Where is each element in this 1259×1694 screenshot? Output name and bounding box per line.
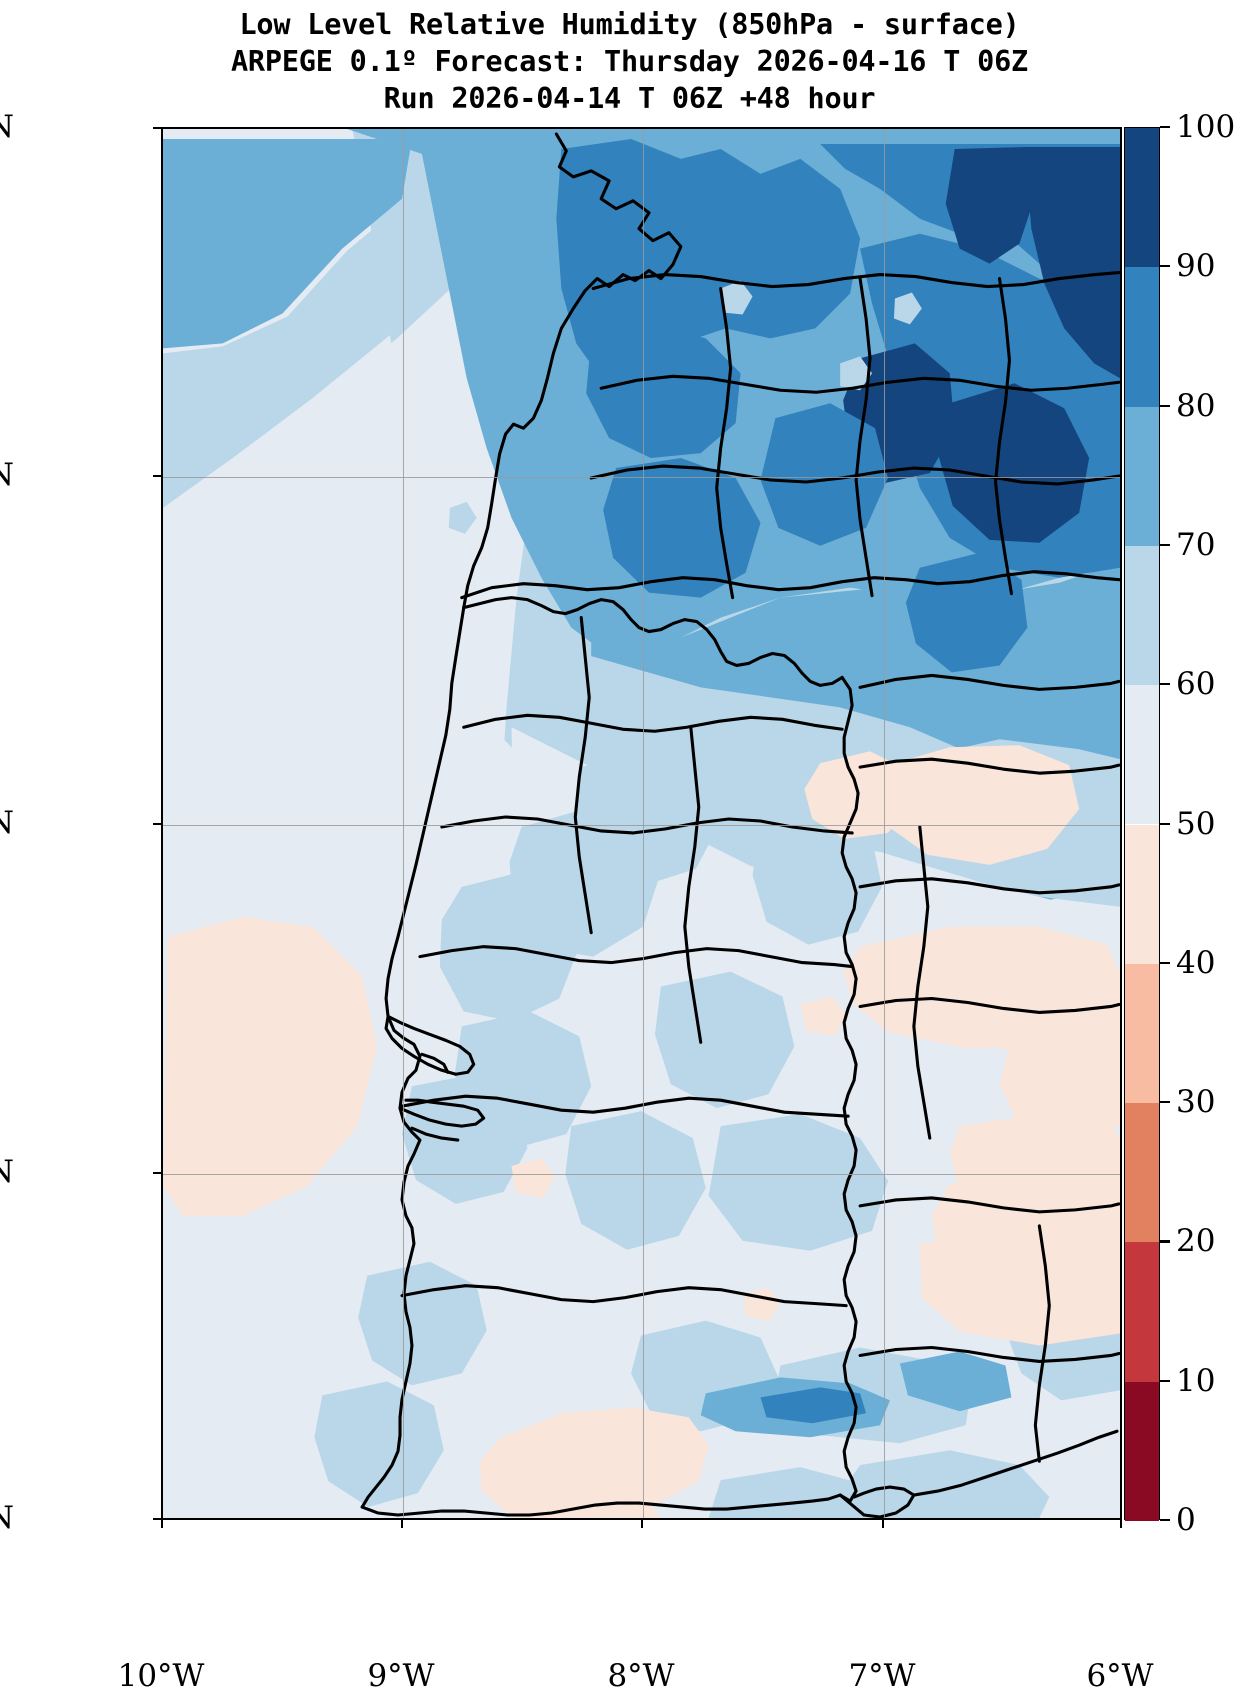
- colorbar-label-60: 60: [1176, 666, 1216, 703]
- gridline-lat-395n: [163, 825, 1120, 827]
- ytick-36-5n: [153, 1518, 161, 1521]
- colorbar-tick-90: [1160, 265, 1170, 268]
- xtick-label-9w: 9°W: [367, 1658, 435, 1694]
- ytick-label-41n: 41°N: [0, 457, 14, 493]
- humidity-colorbar: [1124, 127, 1160, 1521]
- colorbar-label-0: 0: [1176, 1502, 1196, 1538]
- ytick-41n: [153, 475, 161, 478]
- ytick-39-5n: [153, 823, 161, 826]
- ytick-label-39-5n: 39.5°N: [0, 805, 14, 841]
- colorbar-band-80-90: [1125, 267, 1159, 407]
- title-line-1: Low Level Relative Humidity (850hPa - su…: [239, 8, 1020, 41]
- colorbar-label-40: 40: [1176, 944, 1216, 981]
- map-figure: 42.5°N 41°N 39.5°N 38°N 36.5°N 10°W 9°W …: [0, 109, 1154, 1694]
- colorbar-tick-20: [1160, 1240, 1170, 1243]
- colorbar-label-100: 100: [1176, 109, 1236, 145]
- xtick-6w: [1120, 1520, 1123, 1528]
- xtick-label-6w: 6°W: [1086, 1658, 1154, 1694]
- gridline-lon-7w: [884, 129, 886, 1518]
- humidity-contour-field: [163, 129, 1120, 1518]
- ytick-label-42-5n: 42.5°N: [0, 109, 14, 145]
- title-line-3: Run 2026-04-14 T 06Z +48 hour: [383, 82, 876, 115]
- colorbar-band-0-10: [1125, 1381, 1159, 1521]
- ytick-38n: [153, 1172, 161, 1175]
- colorbar-band-10-20: [1125, 1242, 1159, 1382]
- xtick-7w: [882, 1520, 885, 1528]
- colorbar-band-90-100: [1125, 128, 1159, 268]
- colorbar-band-70-80: [1125, 406, 1159, 546]
- colorbar-band-30-40: [1125, 963, 1159, 1104]
- colorbar-label-30: 30: [1176, 1084, 1216, 1121]
- ytick-label-38n: 38°N: [0, 1154, 14, 1190]
- colorbar-label-10: 10: [1176, 1362, 1216, 1399]
- gridline-lon-9w: [403, 129, 405, 1518]
- colorbar-band-40-50: [1125, 824, 1159, 964]
- gridline-lat-41n: [163, 477, 1120, 479]
- colorbar-band-50-60: [1125, 685, 1159, 825]
- colorbar-band-60-70: [1125, 545, 1159, 686]
- xtick-8w: [641, 1520, 644, 1528]
- colorbar-label-20: 20: [1176, 1223, 1216, 1260]
- colorbar-tick-40: [1160, 961, 1170, 964]
- colorbar-tick-60: [1160, 683, 1170, 686]
- xtick-10w: [161, 1520, 164, 1528]
- colorbar-tick-80: [1160, 404, 1170, 407]
- ytick-42-5n: [153, 127, 161, 130]
- gridline-lat-38n: [163, 1174, 1120, 1176]
- colorbar-tick-30: [1160, 1101, 1170, 1104]
- colorbar-tick-50: [1160, 822, 1170, 825]
- colorbar-label-90: 90: [1176, 248, 1216, 285]
- colorbar-label-80: 80: [1176, 387, 1216, 424]
- title-line-2: ARPEGE 0.1º Forecast: Thursday 2026-04-1…: [230, 45, 1029, 78]
- chart-title-block: Low Level Relative Humidity (850hPa - su…: [0, 6, 1259, 117]
- colorbar-tick-70: [1160, 543, 1170, 547]
- map-plot-area: [161, 127, 1122, 1520]
- colorbar-label-70: 70: [1176, 526, 1216, 563]
- xtick-label-8w: 8°W: [607, 1658, 675, 1694]
- ytick-label-36-5n: 36.5°N: [0, 1500, 14, 1536]
- colorbar-tick-100: [1160, 126, 1170, 129]
- gridline-lon-8w: [643, 129, 645, 1518]
- colorbar-band-20-30: [1125, 1103, 1159, 1243]
- xtick-label-7w: 7°W: [848, 1658, 916, 1694]
- colorbar-tick-0: [1160, 1519, 1170, 1522]
- xtick-label-10w: 10°W: [117, 1658, 205, 1694]
- xtick-9w: [401, 1520, 404, 1528]
- colorbar-tick-10: [1160, 1379, 1170, 1382]
- colorbar-label-50: 50: [1176, 805, 1216, 842]
